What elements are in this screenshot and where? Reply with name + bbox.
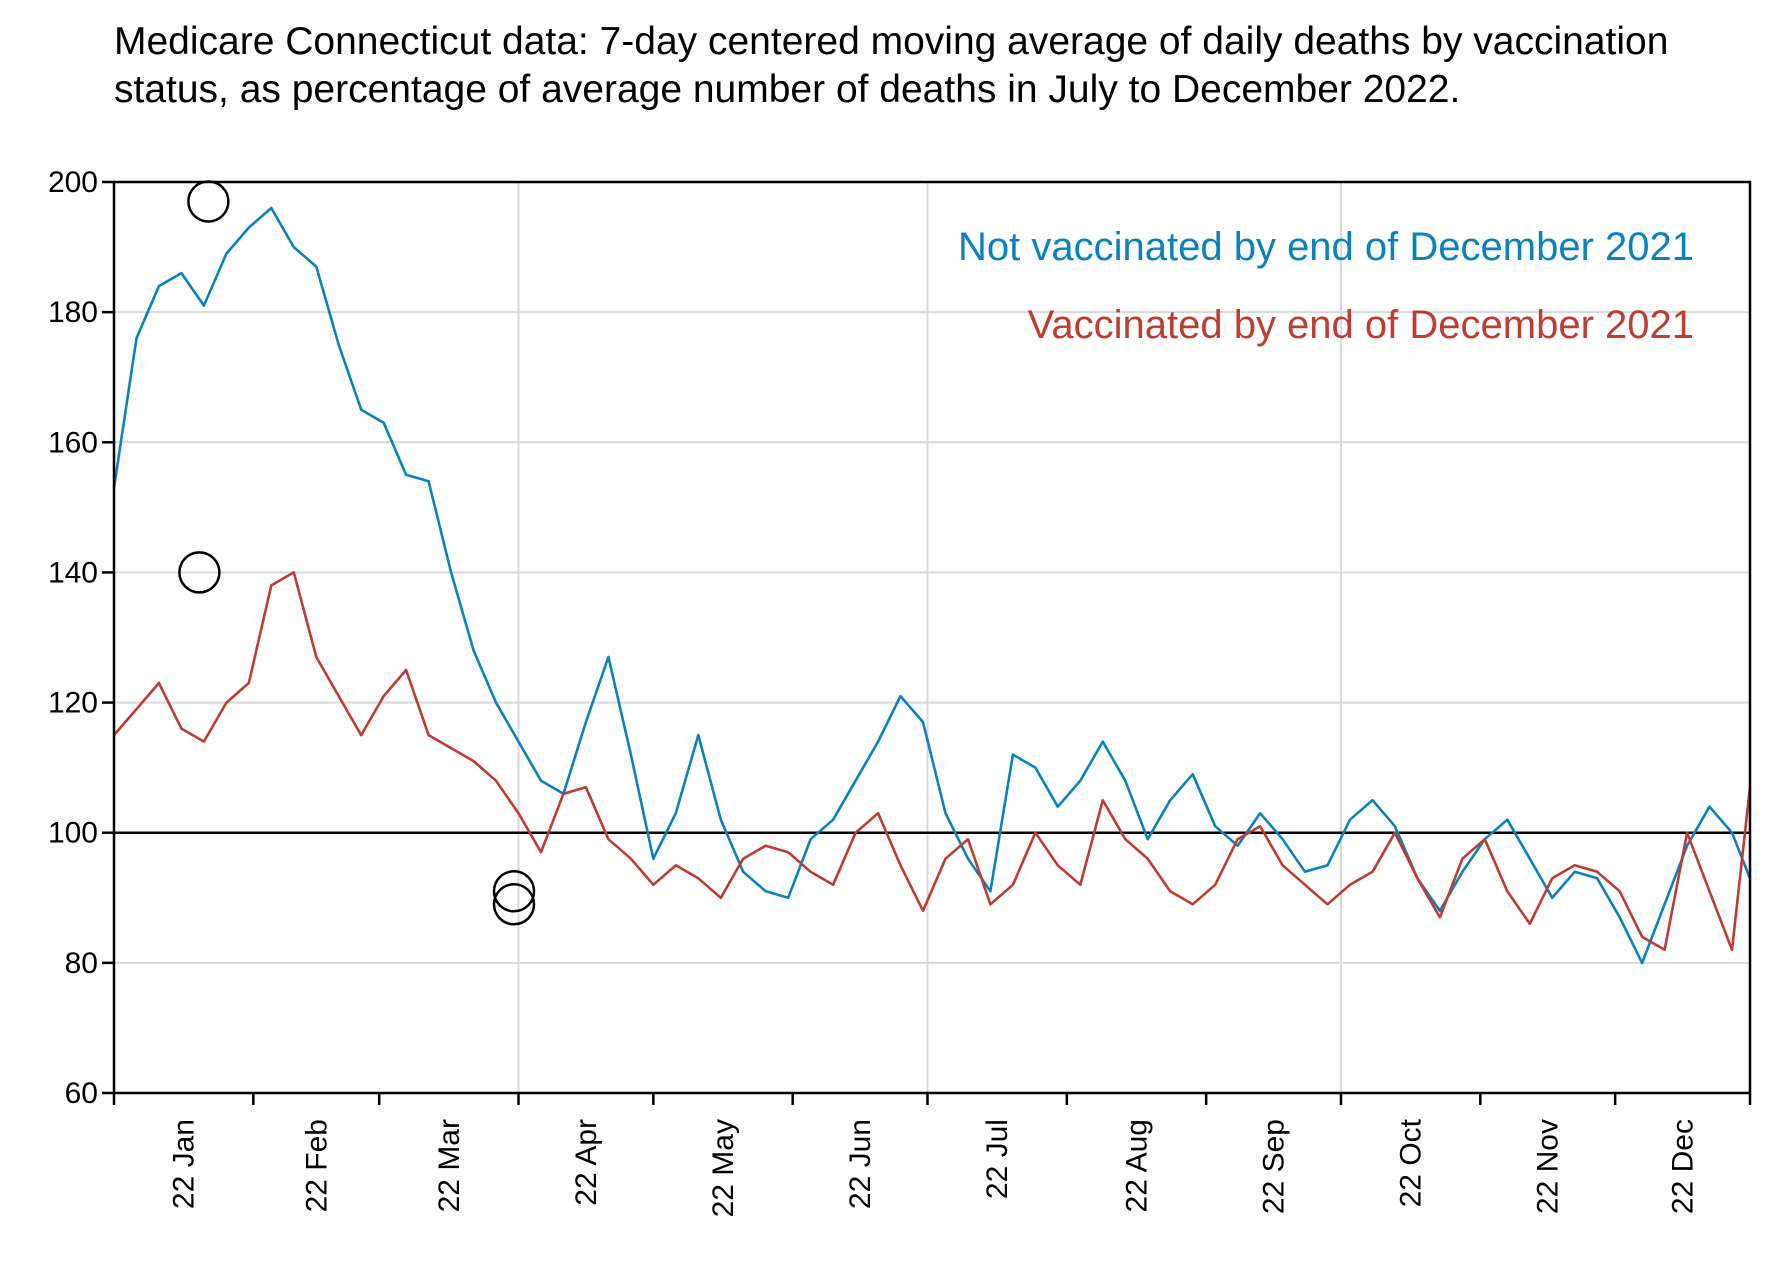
plot-frame bbox=[112, 180, 1752, 1095]
chart-title: Medicare Connecticut data: 7-day centere… bbox=[114, 20, 1669, 111]
x-tick-label: 22 Sep bbox=[1258, 1119, 1291, 1214]
x-tick-label: 22 Jan bbox=[168, 1119, 201, 1209]
x-tick-label: 22 Jul bbox=[981, 1119, 1014, 1199]
y-tick-label: 100 bbox=[48, 817, 98, 850]
y-tick-label: 140 bbox=[48, 556, 98, 589]
series-line-vaccinated bbox=[113, 571, 1752, 952]
y-tick-label: 80 bbox=[65, 947, 98, 980]
extreme-marker-min bbox=[492, 883, 536, 926]
extreme-markers bbox=[178, 180, 536, 926]
legend: Not vaccinated by end of December 2021 V… bbox=[958, 225, 1694, 347]
y-tick-label: 160 bbox=[48, 426, 98, 459]
extreme-marker-max bbox=[178, 551, 221, 594]
x-tick-label: 22 Apr bbox=[570, 1119, 603, 1206]
x-tick-label: 22 Aug bbox=[1121, 1119, 1154, 1212]
legend-vaccinated: Vaccinated by end of December 2021 bbox=[1028, 303, 1694, 347]
x-tick-label: 22 Jun bbox=[844, 1119, 877, 1209]
series-line-not-vaccinated bbox=[112, 206, 1752, 965]
y-tick-label: 60 bbox=[65, 1077, 98, 1110]
extreme-marker-max bbox=[187, 180, 230, 223]
x-tick-label: 22 May bbox=[707, 1119, 740, 1217]
x-tick-label: 22 Mar bbox=[433, 1119, 466, 1212]
y-tick-label: 200 bbox=[48, 166, 98, 199]
extreme-marker-min bbox=[492, 870, 536, 913]
x-tick-label: 22 Oct bbox=[1395, 1118, 1428, 1207]
series-lines bbox=[112, 206, 1752, 965]
axes: 60 80 100 120 140 160 180 200 22 Jan 22 Feb 22 Mar… bbox=[48, 166, 1752, 1217]
y-tick-label: 180 bbox=[48, 296, 98, 329]
legend-not-vaccinated: Not vaccinated by end of December 2021 bbox=[958, 225, 1694, 269]
y-tick-label: 120 bbox=[48, 687, 98, 720]
x-tick-label: 22 Dec bbox=[1667, 1119, 1700, 1214]
x-tick-label: 22 Feb bbox=[300, 1119, 333, 1212]
x-tick-label: 22 Nov bbox=[1532, 1119, 1565, 1214]
